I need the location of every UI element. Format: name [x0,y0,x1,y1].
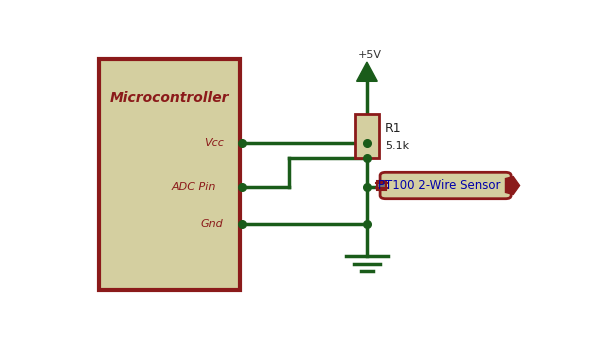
Text: PT100 2-Wire Sensor: PT100 2-Wire Sensor [378,179,501,192]
Polygon shape [505,177,519,195]
Bar [355,114,379,158]
Text: Gnd: Gnd [201,219,224,229]
Text: R1: R1 [385,121,401,135]
Polygon shape [356,62,378,81]
FancyBboxPatch shape [380,172,511,199]
Text: Microcontroller: Microcontroller [110,91,230,105]
Text: ADC Pin: ADC Pin [171,182,216,192]
Text: +5V: +5V [358,50,382,60]
Bar [99,59,240,290]
Text: 5.1k: 5.1k [385,141,409,151]
Bar [378,181,385,190]
Text: Vcc: Vcc [204,138,224,148]
